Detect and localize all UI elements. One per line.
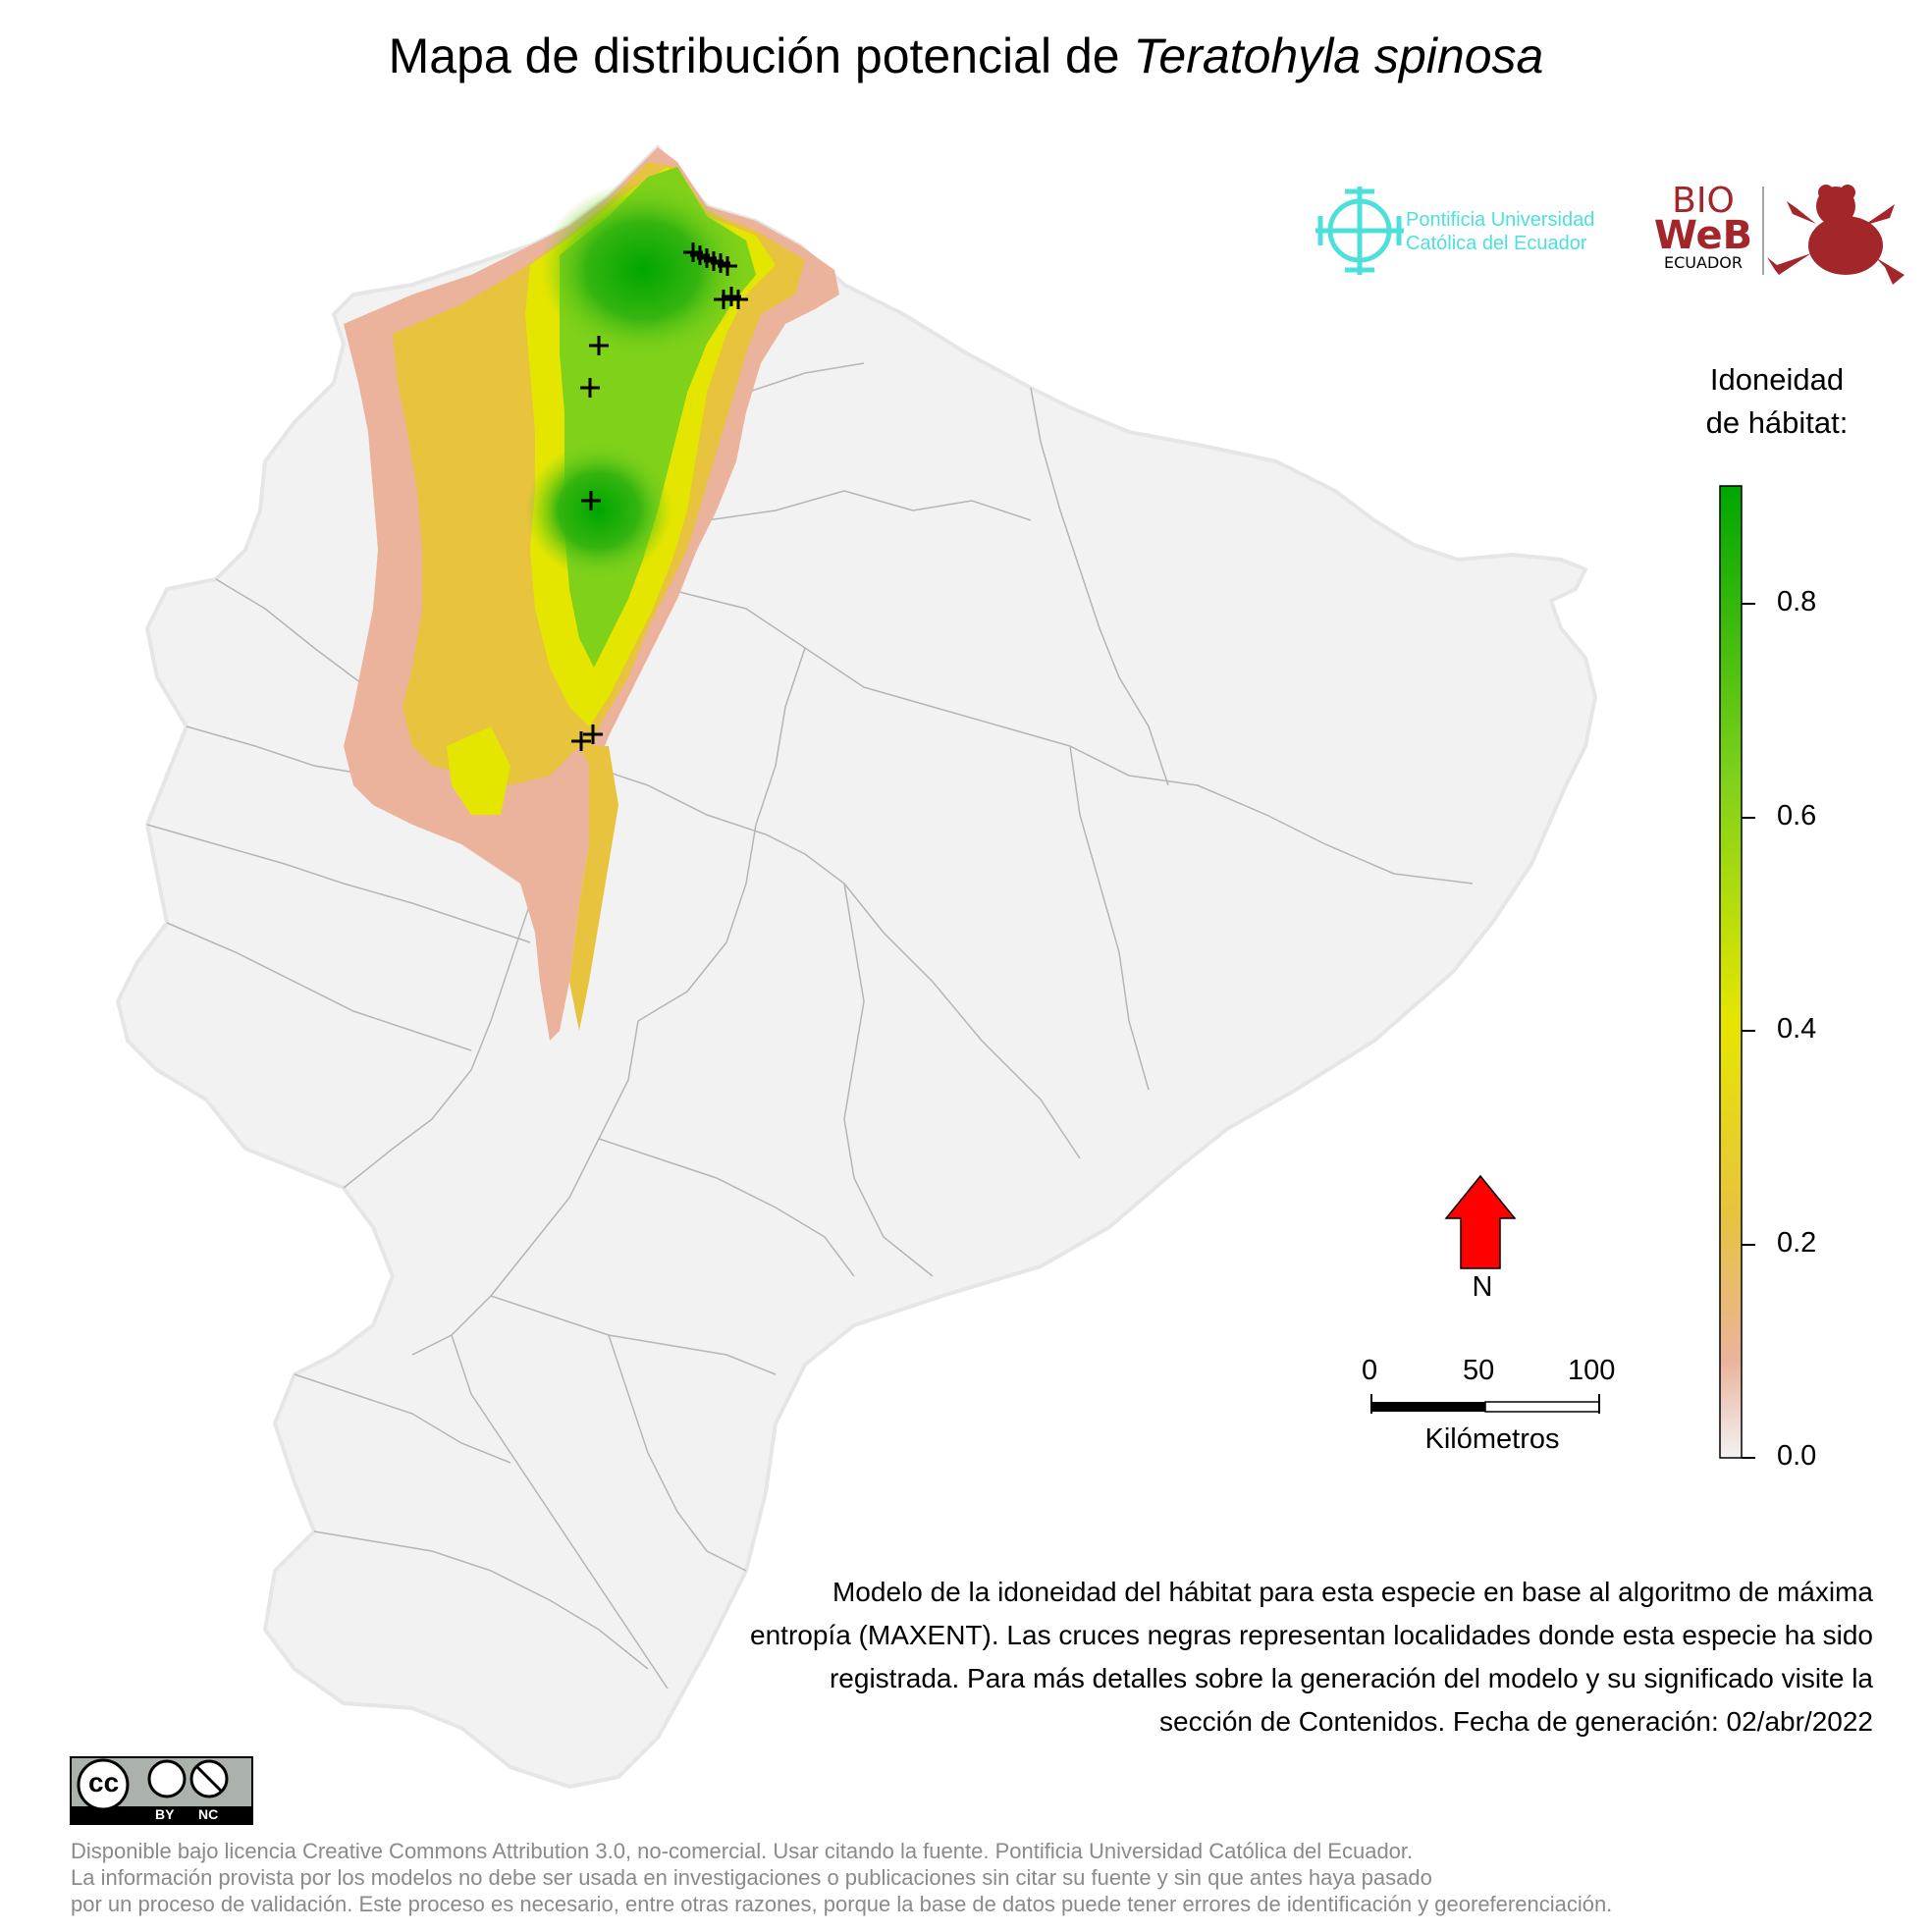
puce-line1: Pontificia Universidad: [1406, 209, 1595, 231]
north-arrow-icon: [1444, 1174, 1517, 1269]
bioweb-line2: WeB: [1653, 213, 1753, 258]
scale-bar: [1370, 1394, 1600, 1414]
scale-label: 50: [1463, 1355, 1495, 1386]
record-marker: [581, 491, 601, 510]
footer-disclaimer: Disponible bajo licencia Creative Common…: [71, 1838, 1916, 1917]
occurrence-records: [571, 242, 748, 751]
bioweb-line1: BIO: [1672, 181, 1735, 221]
legend-title: Idoneidad de hábitat:: [1659, 358, 1895, 445]
cc-main-label: cc: [88, 1767, 120, 1798]
legend-tick-label: 0.6: [1777, 800, 1817, 832]
ecuador-outline: [115, 144, 1598, 1790]
bioweb-logo-text: BIO WeB ECUADOR: [1649, 181, 1757, 273]
puce-logo-icon: [1315, 187, 1404, 275]
map-title: Mapa de distribución potencial de Terato…: [0, 27, 1932, 84]
title-prefix: Mapa de distribución potencial de: [388, 28, 1134, 83]
cc-nc-label: NC: [198, 1806, 219, 1822]
record-marker: [728, 290, 748, 309]
north-arrow-label: N: [1472, 1271, 1493, 1303]
cc-badge-labels: cc BY NC: [71, 1757, 252, 1824]
map-caption: Modelo de la idoneidad del hábitat para …: [750, 1577, 1873, 1737]
footer-line1: Disponible bajo licencia Creative Common…: [71, 1839, 1414, 1863]
cc-by-label: BY: [155, 1806, 175, 1822]
legend-colorbar: [1719, 485, 1755, 1459]
province-boundaries: [146, 323, 1474, 1690]
record-marker: [571, 731, 591, 751]
legend-tick-label: 0.4: [1777, 1013, 1817, 1045]
record-marker: [583, 724, 603, 744]
title-species: Teratohyla spinosa: [1133, 28, 1544, 83]
scale-label: 100: [1568, 1355, 1616, 1386]
suitability-raster: [344, 147, 839, 1041]
bioweb-line3: ECUADOR: [1664, 253, 1743, 272]
legend-tick-label: 0.2: [1777, 1227, 1817, 1259]
cc-license-badge: [70, 1756, 253, 1825]
record-marker: [580, 378, 600, 398]
record-marker: [718, 256, 737, 276]
footer-line2: La información provista por los modelos …: [71, 1865, 1432, 1890]
legend-title-line2: de hábitat:: [1705, 405, 1849, 440]
legend-tick-label: 0.0: [1777, 1440, 1817, 1472]
puce-line2: Católica del Ecuador: [1406, 233, 1587, 254]
scale-unit: Kilómetros: [1424, 1423, 1560, 1455]
record-marker: [589, 336, 609, 355]
legend-title-line1: Idoneidad: [1709, 362, 1845, 397]
scale-label: 0: [1362, 1355, 1378, 1386]
footer-line3: por un proceso de validación. Este proce…: [71, 1892, 1613, 1916]
frog-logo-icon: [1767, 185, 1905, 285]
legend-tick-label: 0.8: [1777, 586, 1817, 617]
puce-logo-text: Pontificia Universidad Católica del Ecua…: [1406, 208, 1594, 255]
